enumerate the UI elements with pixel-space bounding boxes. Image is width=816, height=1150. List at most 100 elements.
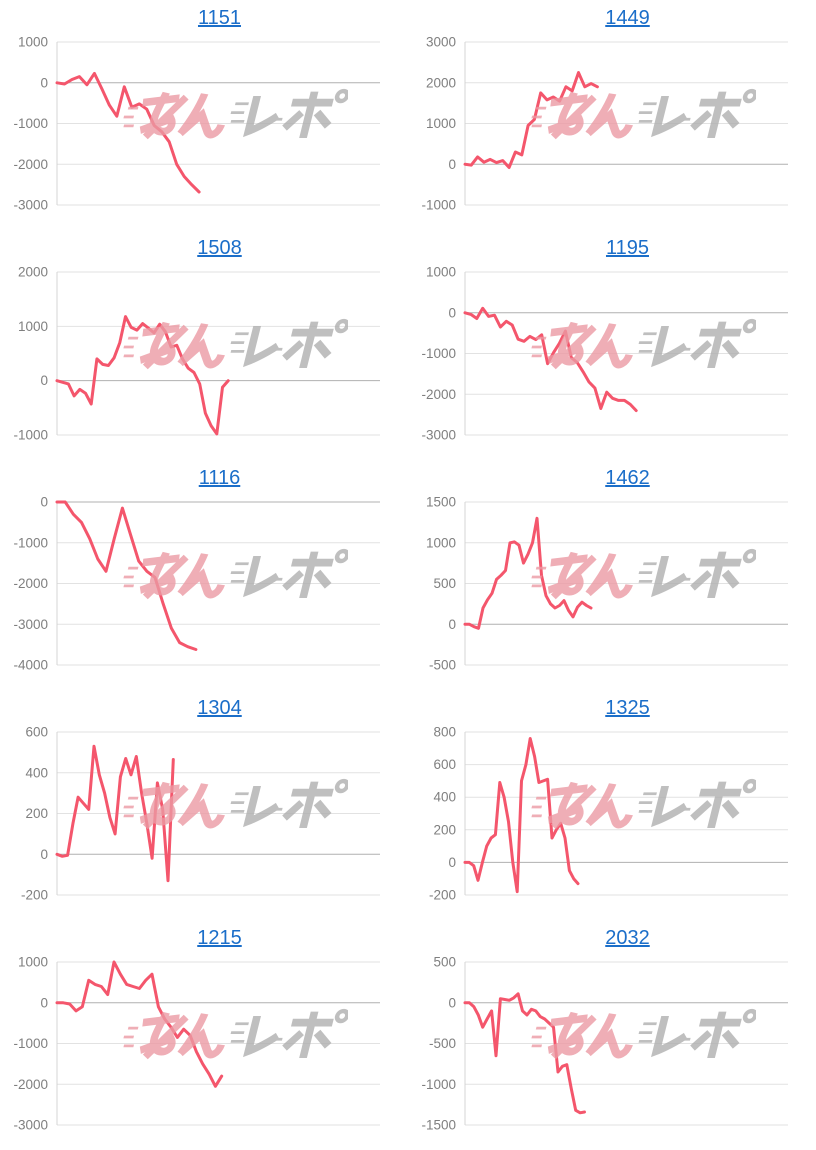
chart-card: 1195 1000 0 -1000 -2000 -3000 (408, 230, 816, 460)
y-tick-label: -200 (429, 888, 456, 903)
chart-title-link[interactable]: 2032 (605, 927, 650, 949)
chart-plot: 1000 0 -1000 -2000 -3000 (408, 264, 816, 460)
chart-plot: 1000 0 -1000 -2000 -3000 (0, 954, 408, 1150)
chart-title-link[interactable]: 1116 (198, 467, 241, 489)
y-tick-label: -2000 (13, 1077, 48, 1092)
chart-title: 1449 (465, 6, 790, 32)
y-tick-label: 500 (433, 576, 456, 591)
y-tick-label: 400 (433, 790, 456, 805)
y-tick-label: -3000 (13, 617, 48, 632)
y-tick-label: 0 (40, 995, 48, 1010)
chart-title: 1304 (57, 696, 382, 722)
y-tick-label: 0 (448, 855, 456, 870)
y-tick-label: 3000 (426, 35, 456, 50)
chart-title: 1325 (465, 696, 790, 722)
chart-title: 1462 (465, 466, 790, 492)
y-tick-label: 0 (40, 75, 48, 90)
y-tick-label: 0 (40, 495, 48, 510)
chart-canvas: 3000 2000 1000 0 -1000 (421, 35, 788, 213)
y-tick-label: 600 (25, 725, 48, 740)
y-tick-label: -1000 (421, 1077, 456, 1092)
y-tick-label: 1000 (18, 35, 48, 50)
chart-plot: 2000 1000 0 -1000 (0, 264, 408, 460)
y-tick-label: 200 (25, 806, 48, 821)
chart-card: 1304 600 400 200 0 -200 (0, 690, 408, 920)
y-tick-label: 0 (40, 847, 48, 862)
chart-card: 2032 500 0 -500 -1000 -1500 (408, 920, 816, 1150)
chart-canvas: 600 400 200 0 -200 (21, 725, 380, 903)
chart-canvas: 2000 1000 0 -1000 (13, 265, 380, 443)
y-tick-label: -1000 (13, 535, 48, 550)
y-tick-label: 1000 (426, 535, 456, 550)
y-tick-label: 600 (433, 757, 456, 772)
y-tick-label: 0 (40, 373, 48, 388)
chart-title: 2032 (465, 926, 790, 952)
series-line (463, 992, 586, 1115)
y-tick-label: -1000 (421, 198, 456, 213)
y-tick-label: -3000 (13, 1118, 48, 1133)
y-tick-label: -1000 (13, 1036, 48, 1051)
y-tick-label: 2000 (426, 75, 456, 90)
series-line (463, 737, 580, 894)
chart-canvas: 1000 0 -1000 -2000 -3000 (421, 265, 788, 443)
y-tick-label: -2000 (13, 157, 48, 172)
y-tick-label: -2000 (421, 387, 456, 402)
chart-title-link[interactable]: 1325 (605, 697, 650, 719)
series-line (55, 315, 230, 436)
chart-card: 1215 1000 0 -1000 -2000 -3000 (0, 920, 408, 1150)
y-tick-label: 0 (448, 305, 456, 320)
chart-card: 1151 1000 0 -1000 -2000 -3000 (0, 0, 408, 230)
chart-card: 1462 1500 1000 500 0 -500 (408, 460, 816, 690)
y-tick-label: 200 (433, 822, 456, 837)
chart-title-link[interactable]: 1151 (197, 7, 241, 29)
y-tick-label: 0 (448, 157, 456, 172)
y-tick-label: 1000 (18, 955, 48, 970)
chart-plot: 800 600 400 200 0 -200 (408, 724, 816, 920)
series-line (55, 960, 224, 1088)
y-tick-label: 1000 (426, 265, 456, 280)
chart-title: 1116 (57, 466, 382, 492)
chart-card: 1116 0 -1000 -2000 -3000 -4000 (0, 460, 408, 690)
series-line (463, 516, 593, 630)
chart-plot: 1000 0 -1000 -2000 -3000 (0, 34, 408, 230)
chart-plot: 600 400 200 0 -200 (0, 724, 408, 920)
y-tick-label: 2000 (18, 265, 48, 280)
y-tick-label: 500 (433, 955, 456, 970)
y-tick-label: 400 (25, 765, 48, 780)
chart-title-link[interactable]: 1304 (197, 697, 242, 719)
y-tick-label: 1500 (426, 495, 456, 510)
chart-title-link[interactable]: 1449 (605, 7, 650, 29)
y-tick-label: 0 (448, 995, 456, 1010)
series-line (55, 744, 175, 883)
chart-card: 1449 3000 2000 1000 0 -1000 (408, 0, 816, 230)
y-tick-label: -200 (21, 888, 48, 903)
chart-title: 1508 (57, 236, 382, 262)
chart-title-link[interactable]: 1195 (605, 237, 649, 259)
chart-canvas: 0 -1000 -2000 -3000 -4000 (13, 495, 380, 673)
y-tick-label: -4000 (13, 658, 48, 673)
y-tick-label: -1000 (13, 428, 48, 443)
series-line (55, 71, 201, 194)
y-tick-label: 1000 (426, 116, 456, 131)
chart-title-link[interactable]: 1508 (197, 237, 242, 259)
chart-title-link[interactable]: 1462 (605, 467, 650, 489)
series-line (463, 306, 638, 413)
chart-title: 1215 (57, 926, 382, 952)
y-tick-label: -500 (429, 658, 456, 673)
y-tick-label: -1000 (13, 116, 48, 131)
y-tick-label: -1500 (421, 1118, 456, 1133)
chart-plot: 3000 2000 1000 0 -1000 (408, 34, 816, 230)
y-tick-label: 1000 (18, 319, 48, 334)
y-tick-label: -3000 (421, 428, 456, 443)
y-tick-label: -1000 (421, 346, 456, 361)
series-line (55, 500, 198, 651)
chart-title: 1151 (57, 6, 382, 32)
chart-title: 1195 (465, 236, 790, 262)
y-tick-label: -3000 (13, 198, 48, 213)
chart-canvas: 800 600 400 200 0 -200 (429, 725, 788, 903)
chart-plot: 0 -1000 -2000 -3000 -4000 (0, 494, 408, 690)
chart-canvas: 1500 1000 500 0 -500 (426, 495, 788, 673)
chart-plot: 500 0 -500 -1000 -1500 (408, 954, 816, 1150)
chart-title-link[interactable]: 1215 (197, 927, 242, 949)
